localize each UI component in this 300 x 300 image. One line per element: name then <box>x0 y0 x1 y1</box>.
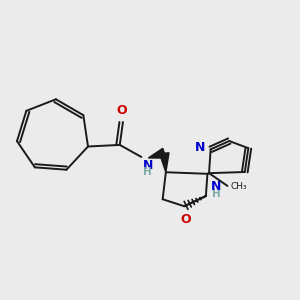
Text: O: O <box>117 104 127 117</box>
Polygon shape <box>148 148 166 158</box>
Text: N: N <box>194 141 205 154</box>
Text: O: O <box>181 213 191 226</box>
Text: H: H <box>143 167 152 176</box>
Text: N: N <box>211 179 221 193</box>
Text: CH₃: CH₃ <box>230 182 247 191</box>
Text: H: H <box>212 190 220 200</box>
Polygon shape <box>160 153 169 172</box>
Text: N: N <box>143 159 153 172</box>
